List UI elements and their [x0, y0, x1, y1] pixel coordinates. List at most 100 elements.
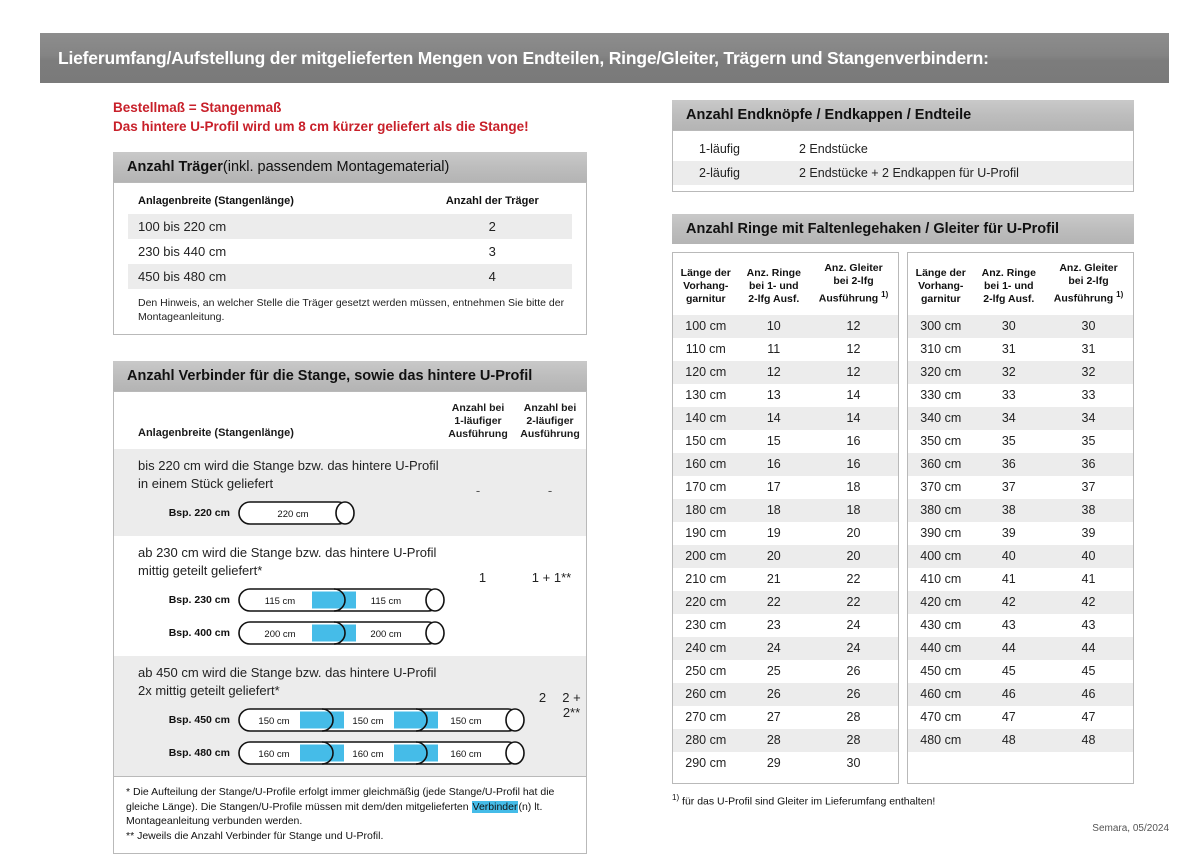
- cell-rings: 12: [738, 360, 810, 384]
- desc-line1: ab 450 cm wird die Stange bzw. das hinte…: [138, 665, 437, 680]
- desc-line2: 2x mittig geteilt geliefert*: [138, 683, 280, 698]
- cell-length: 390 cm: [920, 526, 962, 540]
- cell-rings: 38: [973, 498, 1045, 522]
- row-description: ab 230 cm wird die Stange bzw. das hinte…: [114, 544, 448, 646]
- count-1laeufig: 2: [538, 690, 547, 705]
- section-header-traeger: Anzahl Träger (inkl. passendem Montagema…: [113, 152, 587, 182]
- footnote-highlight-verbinder: Verbinder: [471, 800, 519, 813]
- ringe-col-rings: Anz. Ringe bei 1- und 2-lfg Ausf.: [746, 266, 801, 305]
- cell-length: 310 cm: [920, 342, 962, 356]
- cell-length: 420 cm: [908, 590, 974, 614]
- cell-type: 2-läufig: [699, 166, 740, 180]
- rod-segment-label: 160 cm: [450, 749, 481, 760]
- cell-type: 1-läufig: [699, 142, 740, 156]
- rod-example: Bsp. 230 cm 115 cm 115 cm: [138, 587, 448, 613]
- cell-gliders: 20: [809, 544, 898, 568]
- rod-example: Bsp. 400 cm 200 cm 200 cm: [138, 620, 448, 646]
- traeger-col-range: Anlagenbreite (Stangenlänge): [138, 195, 294, 207]
- cell-length: 320 cm: [908, 360, 974, 384]
- cell-gliders: 35: [1081, 434, 1096, 448]
- cell-rings: 41: [1001, 572, 1016, 586]
- footnote-part-a: * Die Aufteilung der Stange/U-Profile er…: [126, 786, 555, 813]
- cell-gliders: 12: [809, 314, 898, 338]
- cell-gliders: 38: [1044, 498, 1133, 522]
- cell-gliders: 42: [1044, 590, 1133, 614]
- cell-rings: 25: [766, 664, 781, 678]
- table-row: 250 cm 25 26: [673, 660, 898, 683]
- table-row: 470 cm 47 47: [908, 706, 1133, 729]
- rod-label: Bsp. 400 cm: [168, 627, 230, 639]
- cell-gliders: 28: [809, 728, 898, 752]
- rod-segment-label: 115 cm: [371, 596, 402, 607]
- cell-length: 450 cm: [920, 664, 962, 678]
- cell-rings: 11: [767, 342, 781, 356]
- table-row: 220 cm 22 22: [673, 590, 898, 614]
- cell-gliders: 18: [846, 480, 861, 494]
- traeger-heading-bold: Anzahl Träger: [127, 159, 223, 175]
- cell-length: 400 cm: [908, 544, 974, 568]
- cell-rings: 17: [766, 480, 781, 494]
- cell-rings: 35: [1001, 434, 1016, 448]
- order-notice: Bestellmaß = Stangenmaß Das hintere U-Pr…: [113, 98, 587, 136]
- cell-gliders: 22: [846, 572, 861, 586]
- table-row: 380 cm 38 38: [908, 498, 1133, 522]
- cell-gliders: 47: [1081, 710, 1096, 724]
- cell-rings: 27: [766, 710, 781, 724]
- cell-rings: 48: [973, 728, 1045, 752]
- rod-segment-label: 160 cm: [258, 749, 289, 760]
- table-row: 160 cm 16 16: [673, 452, 898, 476]
- cell-length: 150 cm: [685, 434, 727, 448]
- traeger-note: Den Hinweis, an welcher Stelle die Träge…: [138, 297, 565, 323]
- table-row: 130 cm 13 14: [673, 384, 898, 407]
- table-header-row: Anlagenbreite (Stangenlänge) Anzahl der …: [128, 193, 572, 214]
- rod-label: Bsp. 450 cm: [168, 714, 230, 726]
- rod-example: Bsp. 220 cm 220 cm: [138, 500, 442, 526]
- cell-gliders: 44: [1044, 636, 1133, 660]
- ringe-col-length: Länge der Vorhang-garnitur: [680, 266, 731, 305]
- col-2laeufig-line1: Anzahl bei: [523, 402, 577, 414]
- cell-rings: 30: [973, 314, 1045, 338]
- cell-range: 100 bis 220 cm: [138, 219, 227, 234]
- rod-label: Bsp. 220 cm: [168, 507, 230, 519]
- rod-segment-label: 160 cm: [352, 749, 383, 760]
- table-row: 100 cm 10 12: [673, 314, 898, 338]
- cell-rings: 36: [973, 452, 1045, 476]
- cell-length: 300 cm: [908, 314, 974, 338]
- table-row: 230 bis 440 cm 3: [128, 239, 572, 264]
- table-row: 1-läufig 2 Endstücke: [673, 137, 1133, 161]
- table-row: 370 cm 37 37: [908, 476, 1133, 499]
- ringe-table-right: Länge der Vorhang-garnitur Anz. Ringe bei …: [907, 252, 1134, 784]
- rod-diagram: 160 cm 160 cm 160 cm: [238, 740, 528, 766]
- table-row: 330 cm 33 33: [908, 384, 1133, 407]
- page-banner: Lieferumfang/Aufstellung der mitgeliefer…: [40, 33, 1169, 83]
- ringe-col-rings: Anz. Ringe bei 1- und 2-lfg Ausf.: [981, 266, 1036, 305]
- count-2laeufig: 2 + 2**: [562, 690, 581, 720]
- verbinder-row-220: bis 220 cm wird die Stange bzw. das hint…: [114, 449, 586, 536]
- cell-rings: 13: [766, 388, 781, 402]
- cell-length: 220 cm: [673, 590, 739, 614]
- cell-length: 340 cm: [908, 406, 974, 430]
- traeger-table-panel: Anlagenbreite (Stangenlänge) Anzahl der …: [113, 182, 587, 335]
- left-column: Bestellmaß = Stangenmaß Das hintere U-Pr…: [113, 98, 587, 854]
- table-row: 190 cm 19 20: [673, 522, 898, 545]
- rod-segment-label: 150 cm: [450, 716, 481, 727]
- cell-gliders: 28: [846, 710, 861, 724]
- traeger-col-count: Anzahl der Träger: [445, 195, 539, 207]
- table-row: 170 cm 17 18: [673, 476, 898, 499]
- verbinder-col-1laeufig: Anzahl bei 1-läufiger Ausführung: [442, 402, 514, 441]
- cell-rings: 19: [766, 526, 781, 540]
- table-row: 360 cm 36 36: [908, 452, 1133, 476]
- verbinder-header-row: Anlagenbreite (Stangenlänge) Anzahl bei …: [114, 392, 586, 449]
- ringe-left-body: 100 cm 10 12 110 cm 11 12 120 cm 12 12 130 cm 13 14…: [673, 314, 898, 775]
- section-header-ringe: Anzahl Ringe mit Faltenlegehaken / Gleit…: [672, 214, 1134, 244]
- row-description: bis 220 cm wird die Stange bzw. das hint…: [114, 457, 442, 526]
- cell-length: 240 cm: [673, 636, 739, 660]
- cell-length: 280 cm: [673, 728, 739, 752]
- ringe-footnote: 1) für das U-Profil sind Gleiter im Lief…: [672, 784, 1134, 808]
- ringe-right-body: 300 cm 30 30 310 cm 31 31 320 cm 32 32 330 cm 33 33…: [908, 314, 1133, 783]
- table-row: 140 cm 14 14: [673, 406, 898, 430]
- cell-rings: 46: [973, 682, 1045, 706]
- cell-rings: 26: [738, 682, 810, 706]
- cell-length: 100 cm: [673, 314, 739, 338]
- col-2laeufig-line3: Ausführung: [520, 428, 580, 440]
